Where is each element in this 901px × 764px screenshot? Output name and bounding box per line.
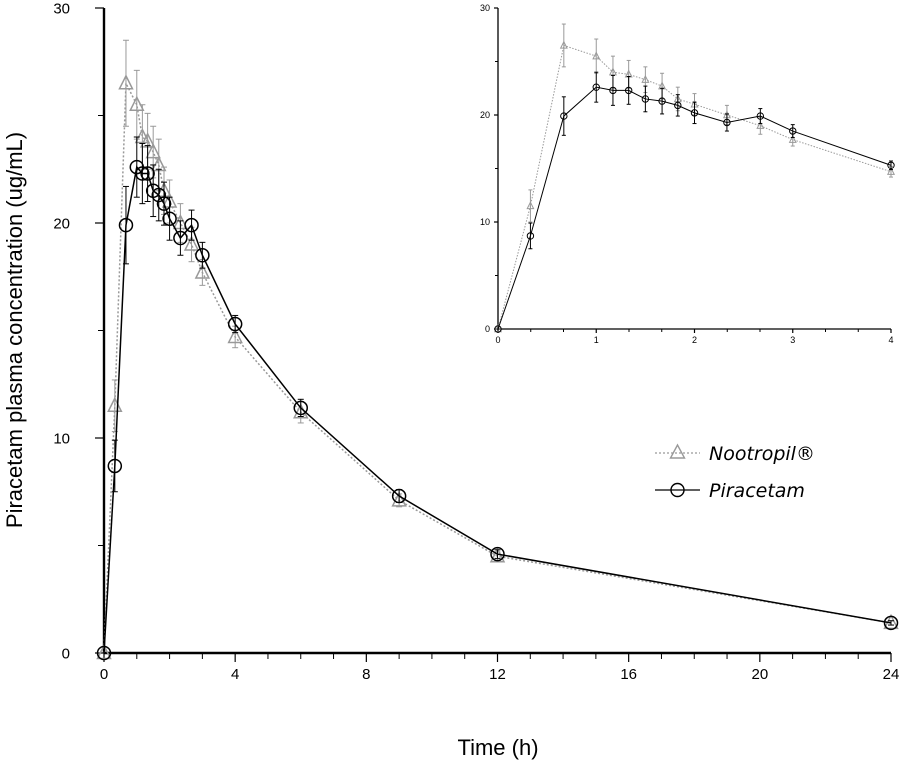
main-x-tick-label: 8 — [362, 666, 370, 683]
inset-data-point-circle — [641, 95, 650, 103]
inset-series-nootropil — [493, 23, 896, 333]
inset-y-tick-label: 20 — [480, 110, 490, 120]
main-data-point-circle — [151, 187, 167, 203]
main-y-tick-label: 0 — [62, 645, 70, 662]
main-y-tick-label: 30 — [53, 0, 70, 17]
main-data-point-triangle — [145, 142, 161, 159]
inset-data-point-circle — [658, 97, 666, 105]
inset-x-tick-label: 1 — [594, 335, 599, 345]
main-data-point-circle — [173, 230, 188, 246]
main-data-point-triangle — [194, 263, 211, 279]
main-data-point-triangle — [227, 327, 243, 344]
inset-data-point-triangle — [886, 166, 896, 175]
main-data-point-circle — [195, 248, 210, 263]
main-data-point-circle — [118, 217, 134, 233]
inset-series-line — [497, 44, 892, 330]
main-data-point-triangle — [391, 491, 407, 507]
main-x-tick-label: 20 — [751, 666, 768, 683]
inset-x-tick-label: 2 — [692, 335, 697, 345]
main-y-tick-label: 20 — [53, 215, 70, 232]
inset-y-tick-label: 10 — [480, 217, 490, 227]
legend-circle-marker — [670, 482, 685, 498]
legend-label-piracetam: Piracetam — [709, 480, 805, 502]
main-x-tick-label: 16 — [620, 666, 637, 683]
inset-y-tick-label: 30 — [480, 3, 490, 13]
main-data-point-circle — [293, 400, 308, 416]
main-data-point-triangle — [129, 95, 145, 112]
main-y-tick-label: 10 — [53, 430, 70, 447]
inset-x-tick-label: 3 — [790, 335, 795, 345]
main-data-point-circle — [156, 196, 172, 211]
inset-series-line — [497, 86, 892, 330]
main-data-point-circle — [490, 546, 505, 562]
inset-x-tick-label: 0 — [495, 335, 500, 345]
main-data-point-triangle — [96, 643, 112, 660]
inset-data-point-circle — [609, 86, 617, 95]
legend-label-nootropil: Nootropil® — [709, 443, 815, 465]
main-series-piracetam — [96, 136, 899, 661]
y-axis-title: Piracetam plasma concentration (ug/mL) — [2, 132, 27, 528]
main-data-point-circle — [135, 166, 150, 181]
inset-data-point-triangle — [641, 74, 650, 83]
inset-data-point-circle — [624, 86, 633, 95]
inset-data-point-circle — [526, 232, 535, 240]
inset-data-point-circle — [674, 101, 682, 110]
inset-data-point-circle — [560, 112, 568, 120]
main-data-point-circle — [883, 615, 899, 631]
inset-series-piracetam — [494, 71, 895, 333]
inset-data-point-triangle — [592, 51, 601, 60]
legend-item-nootropil: Nootropil® — [655, 443, 815, 465]
main-data-point-circle — [227, 316, 243, 332]
inset-data-point-circle — [756, 112, 765, 120]
main-data-point-triangle — [118, 74, 134, 90]
inset-data-point-circle — [690, 109, 699, 117]
main-data-point-circle — [107, 458, 123, 474]
inset-data-point-circle — [887, 161, 895, 169]
main-data-point-circle — [162, 211, 177, 226]
main-x-tick-label: 0 — [100, 666, 108, 683]
main-x-tick-label: 24 — [883, 666, 900, 683]
main-data-point-circle — [96, 645, 112, 661]
main-data-point-triangle — [183, 235, 200, 251]
main-data-point-circle — [184, 217, 199, 233]
inset-plot-area: 0 1 2 3 4 0 10 20 30 — [480, 3, 896, 345]
main-x-tick-label: 12 — [489, 666, 506, 683]
x-axis-title: Time (h) — [457, 735, 538, 760]
inset-data-point-triangle — [788, 134, 797, 143]
main-data-point-triangle — [134, 127, 151, 144]
legend: Nootropil® Piracetam — [655, 443, 815, 502]
main-x-tick-label: 4 — [231, 666, 239, 683]
inset-data-point-circle — [494, 325, 502, 333]
inset-data-point-circle — [592, 83, 600, 91]
legend-triangle-marker — [669, 443, 686, 459]
inset-data-point-triangle — [756, 120, 765, 129]
inset-x-tick-label: 4 — [888, 335, 893, 345]
legend-item-piracetam: Piracetam — [655, 480, 805, 502]
main-data-point-circle — [391, 488, 407, 504]
inset-data-point-circle — [723, 118, 731, 127]
main-series-line — [103, 165, 892, 654]
inset-data-point-circle — [789, 127, 797, 135]
inset-y-tick-label: 0 — [485, 324, 490, 334]
inset-data-point-triangle — [526, 201, 535, 210]
inset-data-point-triangle — [559, 40, 568, 49]
main-data-point-circle — [140, 166, 155, 181]
